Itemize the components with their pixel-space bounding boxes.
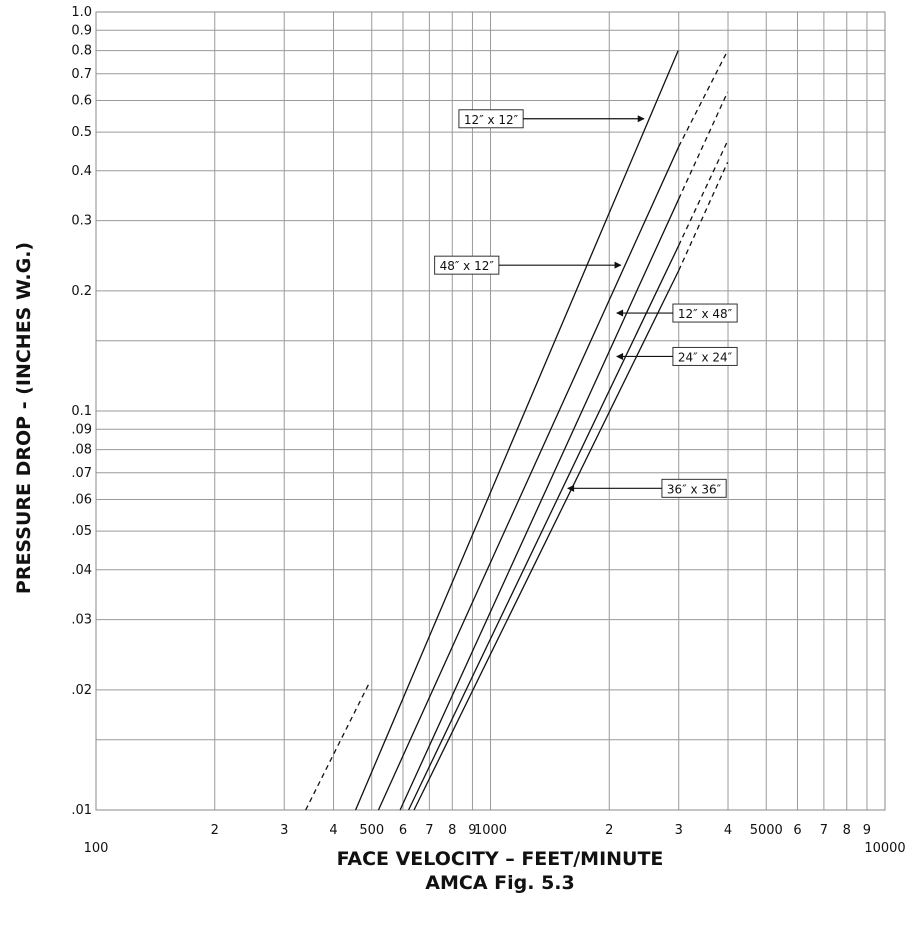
series-label: 48″ x 12″	[434, 255, 622, 275]
series-label-text: 12″ x 48″	[678, 307, 733, 321]
x-tick-label: 7	[820, 823, 828, 838]
y-tick-label: 0.7	[71, 67, 92, 82]
series-5	[413, 162, 729, 811]
x-tick-label: 2	[211, 823, 219, 838]
x-tick-label: 4	[724, 823, 732, 838]
y-tick-label: 0.5	[71, 125, 92, 140]
series-label-text: 48″ x 12″	[440, 259, 495, 273]
x-tick-label: 4	[329, 823, 337, 838]
grid	[95, 11, 886, 811]
y-tick-label: 0.8	[71, 44, 92, 59]
x-tick-label: 100	[84, 841, 109, 856]
x-tick-label: 8	[448, 823, 456, 838]
y-tick-label: 0.2	[71, 284, 92, 299]
y-tick-label: .06	[71, 493, 92, 508]
x-tick-label: 3	[675, 823, 683, 838]
x-tick-label: 3	[280, 823, 288, 838]
series-label: 12″ x 12″	[458, 109, 645, 129]
x-tick-label: 9	[863, 823, 871, 838]
y-tick-label: 0.1	[71, 404, 92, 419]
y-tick-label: .07	[71, 466, 92, 481]
series-2	[377, 50, 729, 811]
x-tick-label: 6	[793, 823, 801, 838]
series-line-solid	[408, 245, 680, 811]
plot-frame	[95, 11, 886, 811]
series-line-solid	[399, 198, 680, 811]
series-line-dashed	[678, 162, 729, 271]
x-tick-label: 9	[468, 823, 476, 838]
x-tick-label: 8	[843, 823, 851, 838]
series-label-text: 36″ x 36″	[667, 482, 722, 496]
series-labels: 12″ x 12″ 48″ x 12″ 12″ x 48″ 24″ x 24″ 36″ …	[434, 109, 738, 498]
x-axis-title: FACE VELOCITY – FEET/MINUTE	[336, 848, 664, 870]
y-tick-label: .08	[71, 443, 92, 458]
x-tick-label: 7	[425, 823, 433, 838]
y-tick-label: .05	[71, 524, 92, 539]
series-label: 24″ x 24″	[616, 346, 738, 366]
x-tick-label: 5000	[750, 823, 783, 838]
y-tick-label: 0.9	[71, 23, 92, 38]
x-tick-label: 2	[605, 823, 613, 838]
series-line-solid	[413, 270, 680, 811]
series-line-solid	[377, 146, 680, 811]
series-label: 36″ x 36″	[567, 478, 727, 498]
series-label-text: 24″ x 24″	[678, 350, 733, 364]
y-tick-label: .09	[71, 422, 92, 437]
figure-caption: AMCA Fig. 5.3	[425, 872, 575, 894]
y-tick-label: .02	[71, 683, 92, 698]
tick-labels: 1.0 0.9 0.8 0.7 0.6 0.5 0.4 0.3 0.2 0.1 .09 .08 .07.…	[71, 5, 905, 856]
series-lines	[305, 50, 729, 811]
series-3	[399, 91, 729, 811]
series-4	[408, 140, 729, 811]
y-tick-label: .04	[71, 563, 92, 578]
y-tick-label: .03	[71, 613, 92, 628]
x-tick-label: 1000	[474, 823, 507, 838]
series-1	[305, 50, 679, 811]
series-line-dashed	[678, 140, 729, 246]
series-label-text: 12″ x 12″	[464, 113, 519, 127]
y-tick-label: .01	[71, 803, 92, 818]
y-tick-label: 0.4	[71, 164, 92, 179]
series-label: 12″ x 48″	[616, 303, 738, 323]
y-tick-label: 0.6	[71, 94, 92, 109]
y-tick-label: 1.0	[71, 5, 92, 20]
y-tick-label: 0.3	[71, 214, 92, 229]
series-line-dashed	[305, 681, 371, 811]
series-line-dashed	[678, 91, 729, 200]
x-tick-label: 10000	[864, 841, 905, 856]
series-line-solid	[354, 50, 679, 811]
x-tick-label: 6	[399, 823, 407, 838]
x-tick-label: 500	[359, 823, 384, 838]
